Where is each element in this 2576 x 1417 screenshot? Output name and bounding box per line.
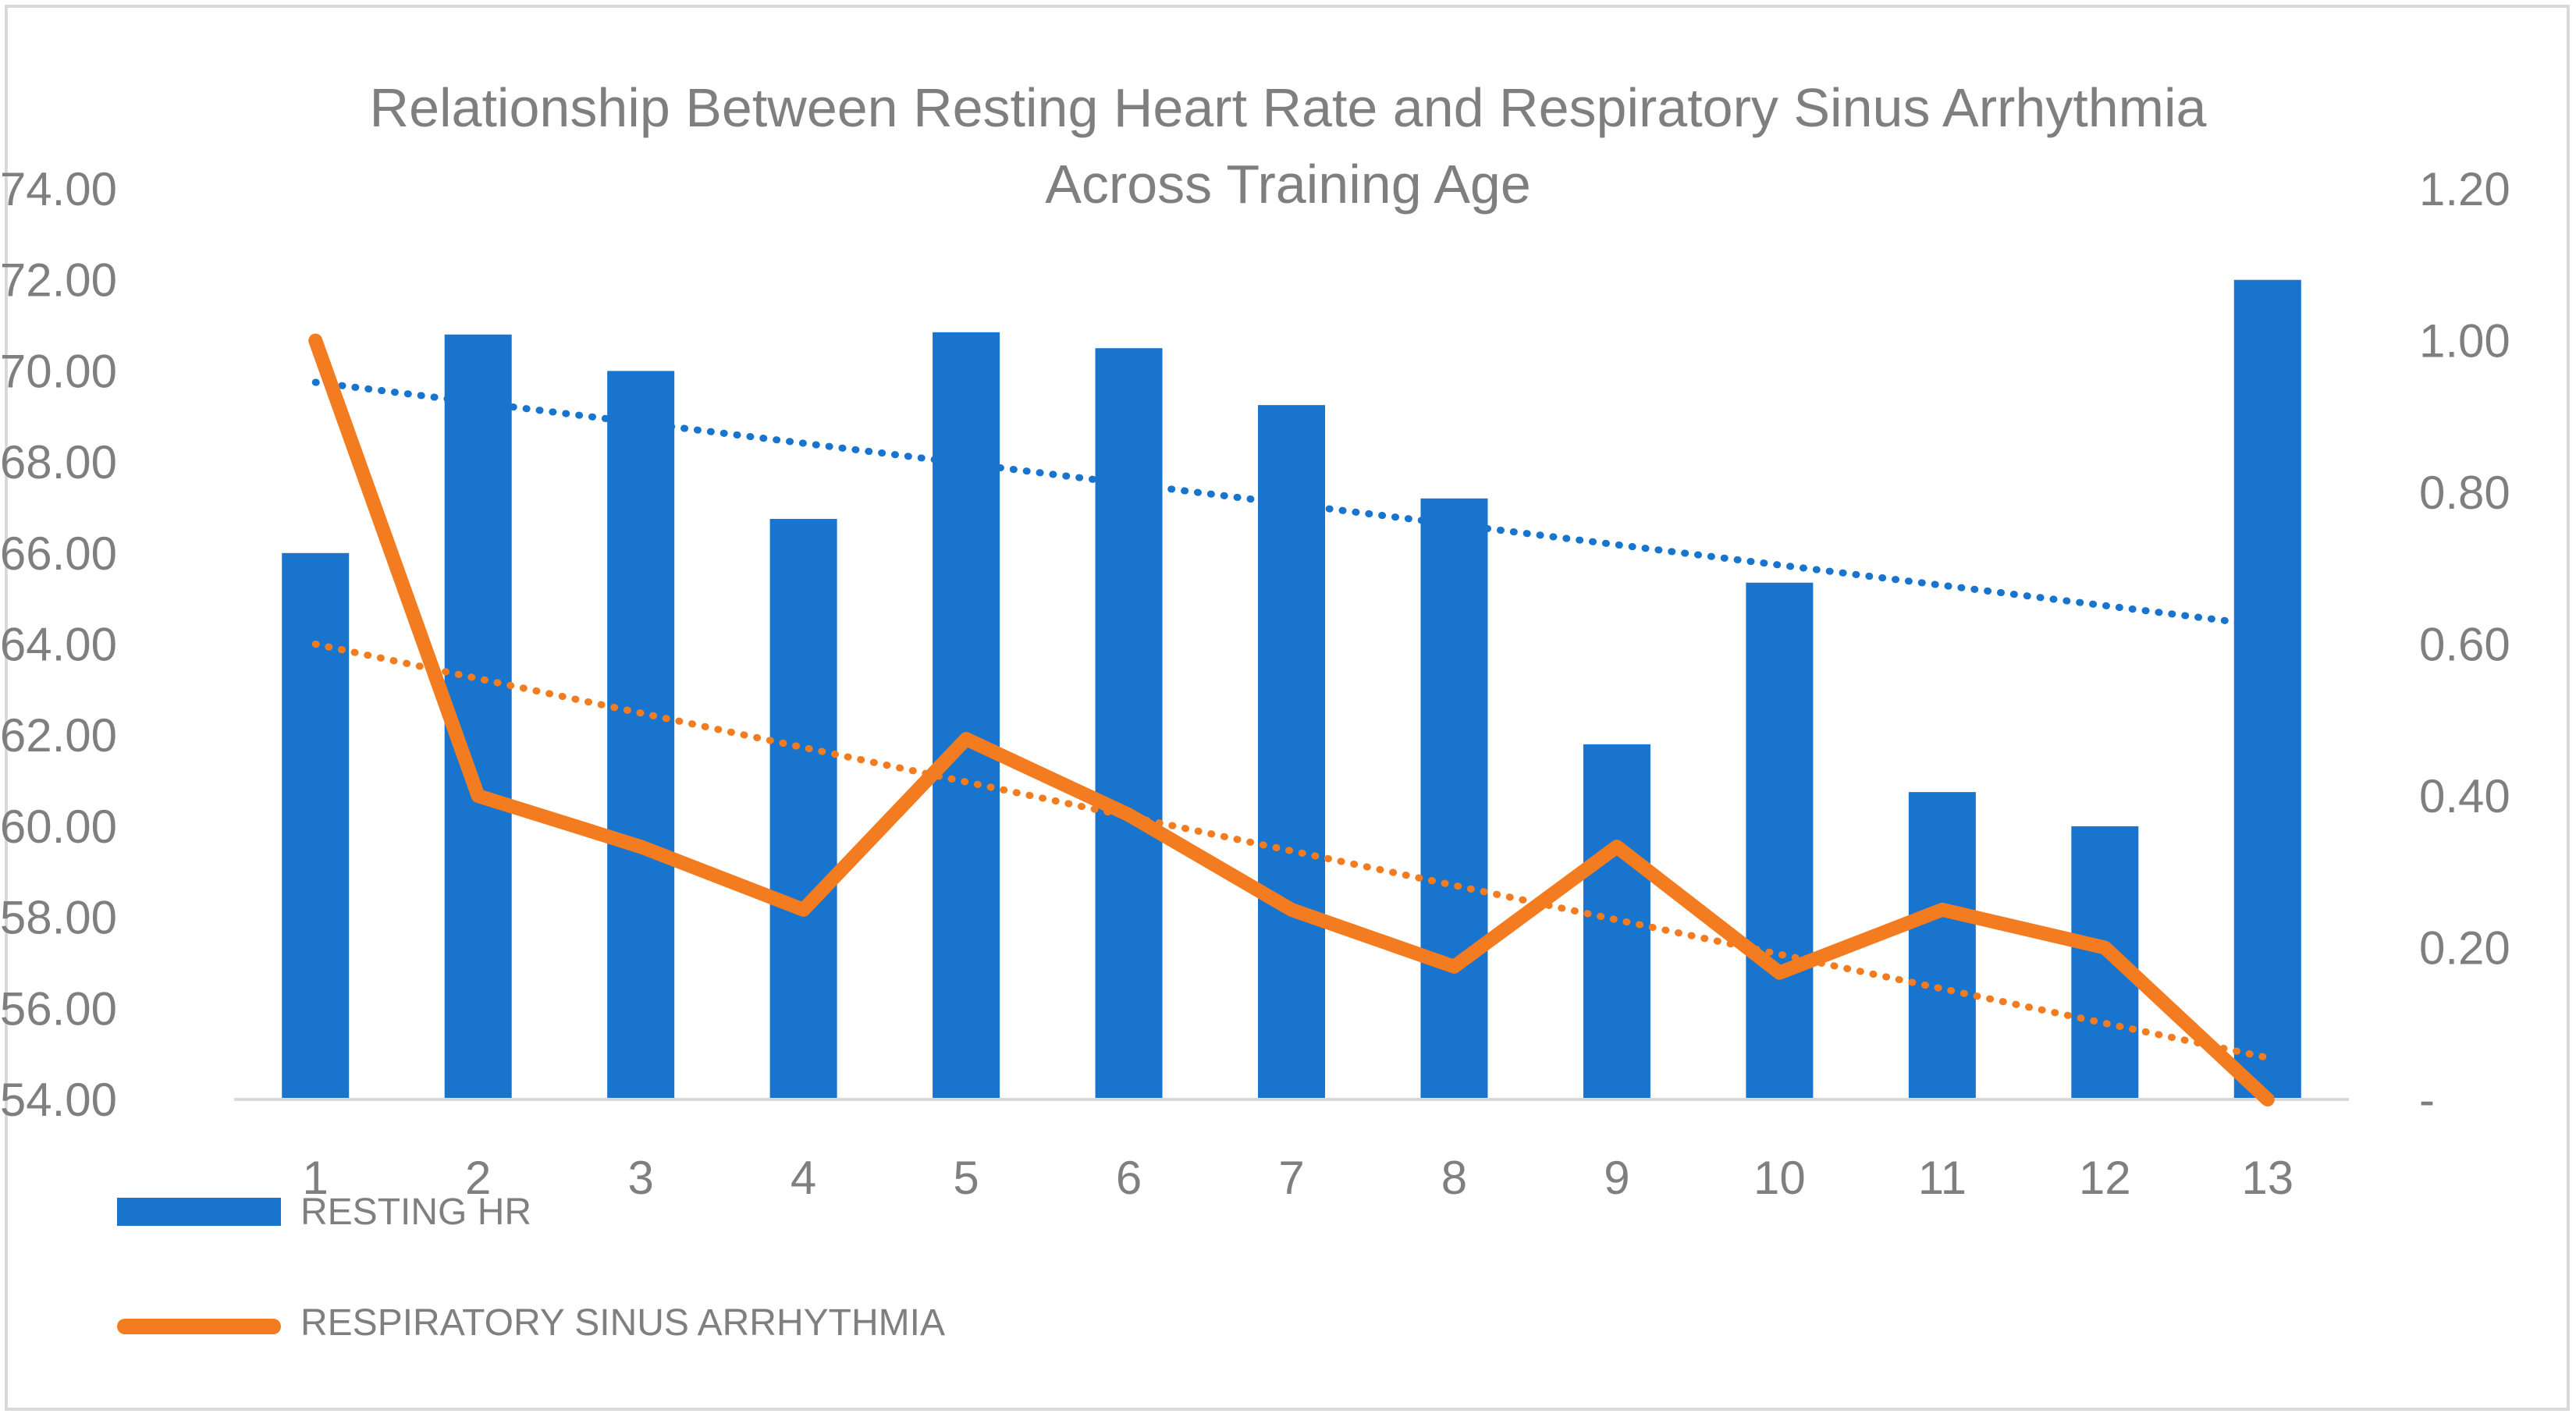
left-tick-label: 68.00 xyxy=(0,436,117,488)
legend-swatch-bar xyxy=(117,1198,281,1226)
bar xyxy=(1908,792,1976,1099)
x-tick-label: 10 xyxy=(1753,1152,1806,1204)
left-tick-label: 54.00 xyxy=(0,1074,117,1126)
line-series xyxy=(308,333,2275,1106)
bar xyxy=(933,332,1000,1099)
right-tick-label: 1.20 xyxy=(2419,163,2510,215)
right-tick-label: - xyxy=(2419,1074,2435,1126)
x-tick-label: 9 xyxy=(1604,1152,1629,1204)
x-tick-label: 5 xyxy=(953,1152,979,1204)
right-tick-label: 0.80 xyxy=(2419,467,2510,519)
legend-swatch-line xyxy=(117,1319,281,1334)
rsa-trendline xyxy=(311,641,2272,1062)
x-tick-label: 2 xyxy=(465,1152,491,1204)
x-tick-label: 3 xyxy=(627,1152,653,1204)
x-tick-label: 4 xyxy=(791,1152,816,1204)
left-tick-label: 70.00 xyxy=(0,345,117,397)
legend-label-resting-hr: RESTING HR xyxy=(300,1191,532,1233)
left-tick-label: 58.00 xyxy=(0,892,117,944)
x-tick-label: 13 xyxy=(2241,1152,2294,1204)
left-tick-label: 64.00 xyxy=(0,619,117,671)
chart-title: Relationship Between Resting Heart Rate … xyxy=(369,77,2207,138)
x-tick-label: 8 xyxy=(1441,1152,1467,1204)
left-tick-label: 66.00 xyxy=(0,527,117,580)
left-tick-label: 60.00 xyxy=(0,801,117,853)
right-tick-label: 0.40 xyxy=(2419,770,2510,822)
legend-label-rsa: RESPIRATORY SINUS ARRHYTHMIA xyxy=(300,1302,945,1344)
bar xyxy=(1746,582,1814,1099)
bar xyxy=(769,519,837,1099)
x-axis: 1 2 3 4 5 6 7 8 9 10 11 12 13 xyxy=(303,1152,2294,1204)
chart-subtitle: Across Training Age xyxy=(1045,154,1531,215)
right-tick-label: 0.60 xyxy=(2419,619,2510,671)
x-tick-label: 7 xyxy=(1278,1152,1304,1204)
x-tick-label: 11 xyxy=(1918,1152,1967,1204)
left-axis: 54.00 56.00 58.00 60.00 62.00 64.00 66.00 68.00… xyxy=(0,163,117,1126)
left-tick-label: 72.00 xyxy=(0,254,117,307)
bar-series xyxy=(282,279,2301,1100)
bar xyxy=(2233,279,2301,1100)
bar xyxy=(282,552,350,1099)
right-tick-label: 0.20 xyxy=(2419,922,2510,975)
bar xyxy=(1420,498,1488,1099)
bar xyxy=(1095,348,1163,1100)
bar xyxy=(1258,405,1325,1099)
trendlines xyxy=(311,378,2272,1062)
x-tick-label: 6 xyxy=(1116,1152,1142,1204)
right-tick-label: 1.00 xyxy=(2419,315,2510,368)
left-tick-label: 62.00 xyxy=(0,709,117,762)
bar xyxy=(607,371,675,1099)
right-axis: - 0.20 0.40 0.60 0.80 1.00 1.20 xyxy=(2419,163,2510,1126)
resting-hr-trendline xyxy=(311,378,2272,630)
left-tick-label: 74.00 xyxy=(0,163,117,215)
x-tick-label: 12 xyxy=(2079,1152,2131,1204)
left-tick-label: 56.00 xyxy=(0,982,117,1035)
x-tick-label: 1 xyxy=(303,1152,329,1204)
